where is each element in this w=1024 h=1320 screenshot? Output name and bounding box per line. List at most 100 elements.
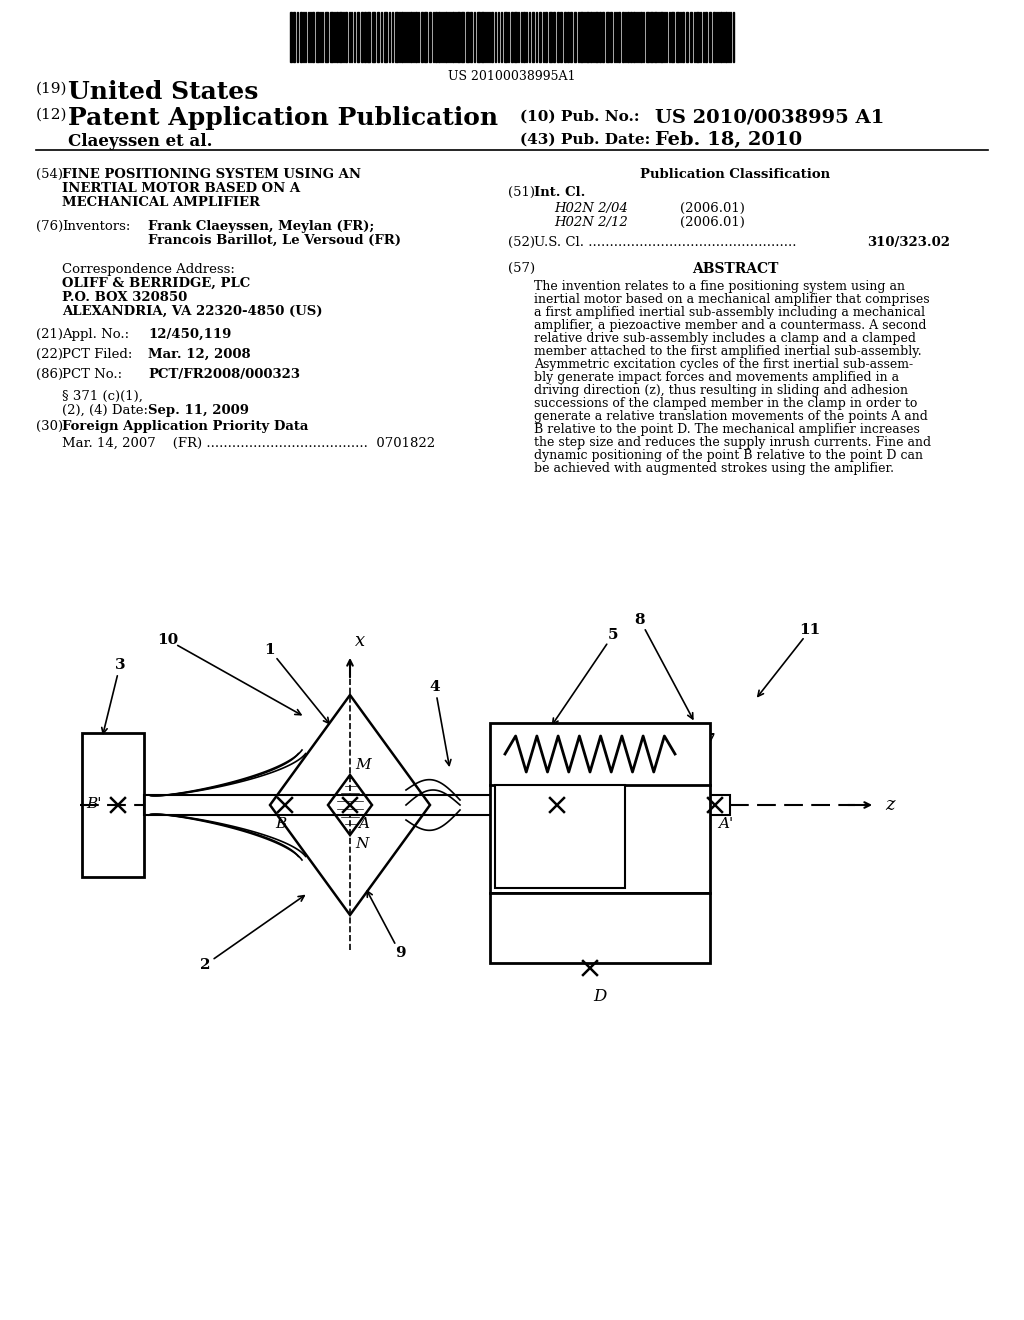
- Bar: [490, 894, 710, 964]
- Bar: [671, 12, 674, 62]
- Text: z: z: [885, 796, 895, 814]
- Text: dynamic positioning of the point B relative to the point D can: dynamic positioning of the point B relat…: [534, 449, 923, 462]
- Bar: [466, 12, 469, 62]
- Text: C: C: [594, 920, 606, 936]
- Bar: [293, 12, 295, 62]
- Text: 8: 8: [635, 612, 645, 627]
- Bar: [602, 12, 604, 62]
- Text: (12): (12): [36, 108, 68, 121]
- Text: US 2010/0038995 A1: US 2010/0038995 A1: [655, 108, 885, 125]
- Bar: [457, 12, 460, 62]
- Bar: [490, 723, 710, 894]
- Text: relative drive sub-assembly includes a clamp and a clamped: relative drive sub-assembly includes a c…: [534, 333, 916, 345]
- Text: PCT No.:: PCT No.:: [62, 368, 122, 381]
- Bar: [705, 12, 707, 62]
- Bar: [599, 12, 601, 62]
- Text: the step size and reduces the supply inrush currents. Fine and: the step size and reduces the supply inr…: [534, 436, 931, 449]
- Bar: [622, 12, 624, 62]
- Text: (57): (57): [508, 261, 536, 275]
- Bar: [461, 12, 464, 62]
- Bar: [429, 12, 431, 62]
- Bar: [606, 12, 609, 62]
- Text: (76): (76): [36, 220, 63, 234]
- Text: (2006.01): (2006.01): [680, 202, 744, 215]
- Bar: [709, 12, 711, 62]
- Bar: [452, 12, 454, 62]
- Bar: [570, 12, 572, 62]
- Bar: [312, 12, 314, 62]
- Bar: [553, 12, 555, 62]
- Text: Foreign Application Priority Data: Foreign Application Priority Data: [62, 420, 308, 433]
- Bar: [595, 12, 598, 62]
- Text: (86): (86): [36, 368, 63, 381]
- Text: 2: 2: [200, 958, 210, 972]
- Text: H02N 2/12: H02N 2/12: [554, 216, 628, 228]
- Text: be achieved with augmented strokes using the amplifier.: be achieved with augmented strokes using…: [534, 462, 894, 475]
- Bar: [523, 12, 525, 62]
- Text: ABSTRACT: ABSTRACT: [692, 261, 778, 276]
- Text: (51): (51): [508, 186, 535, 199]
- Bar: [627, 12, 629, 62]
- Bar: [435, 12, 437, 62]
- Bar: [361, 12, 362, 62]
- Bar: [445, 12, 447, 62]
- Bar: [686, 12, 688, 62]
- Text: successions of the clamped member in the clamp in order to: successions of the clamped member in the…: [534, 397, 918, 411]
- Bar: [415, 12, 417, 62]
- Bar: [660, 12, 663, 62]
- Text: 1: 1: [264, 643, 275, 657]
- Bar: [532, 12, 534, 62]
- Bar: [640, 12, 642, 62]
- Bar: [610, 12, 612, 62]
- Bar: [325, 12, 328, 62]
- Text: 5: 5: [608, 628, 618, 642]
- Text: Mar. 14, 2007    (FR) ......................................  0701822: Mar. 14, 2007 (FR) .....................…: [62, 437, 435, 450]
- Text: § 371 (c)(1),: § 371 (c)(1),: [62, 389, 143, 403]
- Bar: [580, 12, 583, 62]
- Text: ALEXANDRIA, VA 22320-4850 (US): ALEXANDRIA, VA 22320-4850 (US): [62, 305, 323, 318]
- Bar: [557, 12, 559, 62]
- Text: US 20100038995A1: US 20100038995A1: [449, 70, 575, 83]
- Bar: [336, 12, 338, 62]
- Text: A: A: [358, 817, 369, 832]
- Bar: [650, 12, 653, 62]
- Text: generate a relative translation movements of the points A and: generate a relative translation movement…: [534, 411, 928, 422]
- Text: inertial motor based on a mechanical amplifier that comprises: inertial motor based on a mechanical amp…: [534, 293, 930, 306]
- Bar: [725, 12, 727, 62]
- Bar: [339, 12, 342, 62]
- Bar: [682, 12, 684, 62]
- Text: a first amplified inertial sub-assembly including a mechanical: a first amplified inertial sub-assembly …: [534, 306, 925, 319]
- Bar: [514, 12, 517, 62]
- Text: (43) Pub. Date:: (43) Pub. Date:: [520, 133, 650, 147]
- Bar: [654, 12, 657, 62]
- Text: x: x: [355, 632, 366, 649]
- Bar: [377, 12, 379, 62]
- Bar: [481, 12, 484, 62]
- Text: Francois Barillot, Le Versoud (FR): Francois Barillot, Le Versoud (FR): [148, 234, 401, 247]
- Bar: [574, 12, 575, 62]
- Text: 7: 7: [705, 733, 716, 747]
- Text: (52): (52): [508, 236, 535, 249]
- Bar: [345, 12, 347, 62]
- Text: U.S. Cl. .................................................: U.S. Cl. ...............................…: [534, 236, 797, 249]
- Bar: [82, 733, 144, 876]
- Bar: [713, 12, 715, 62]
- Text: OLIFF & BERRIDGE, PLC: OLIFF & BERRIDGE, PLC: [62, 277, 250, 290]
- Text: Feb. 18, 2010: Feb. 18, 2010: [655, 131, 802, 149]
- Bar: [586, 12, 589, 62]
- Bar: [549, 12, 552, 62]
- Text: (2006.01): (2006.01): [680, 216, 744, 228]
- Bar: [690, 12, 692, 62]
- Text: H02N 2/04: H02N 2/04: [554, 202, 628, 215]
- Text: P.O. BOX 320850: P.O. BOX 320850: [62, 290, 187, 304]
- Text: 3: 3: [115, 657, 125, 672]
- Bar: [590, 12, 592, 62]
- Bar: [676, 12, 679, 62]
- Bar: [630, 12, 632, 62]
- Text: A': A': [718, 817, 733, 832]
- Bar: [490, 12, 493, 62]
- Text: Frank Claeyssen, Meylan (FR);: Frank Claeyssen, Meylan (FR);: [148, 220, 375, 234]
- Bar: [357, 12, 359, 62]
- Text: (21): (21): [36, 327, 63, 341]
- Bar: [545, 12, 547, 62]
